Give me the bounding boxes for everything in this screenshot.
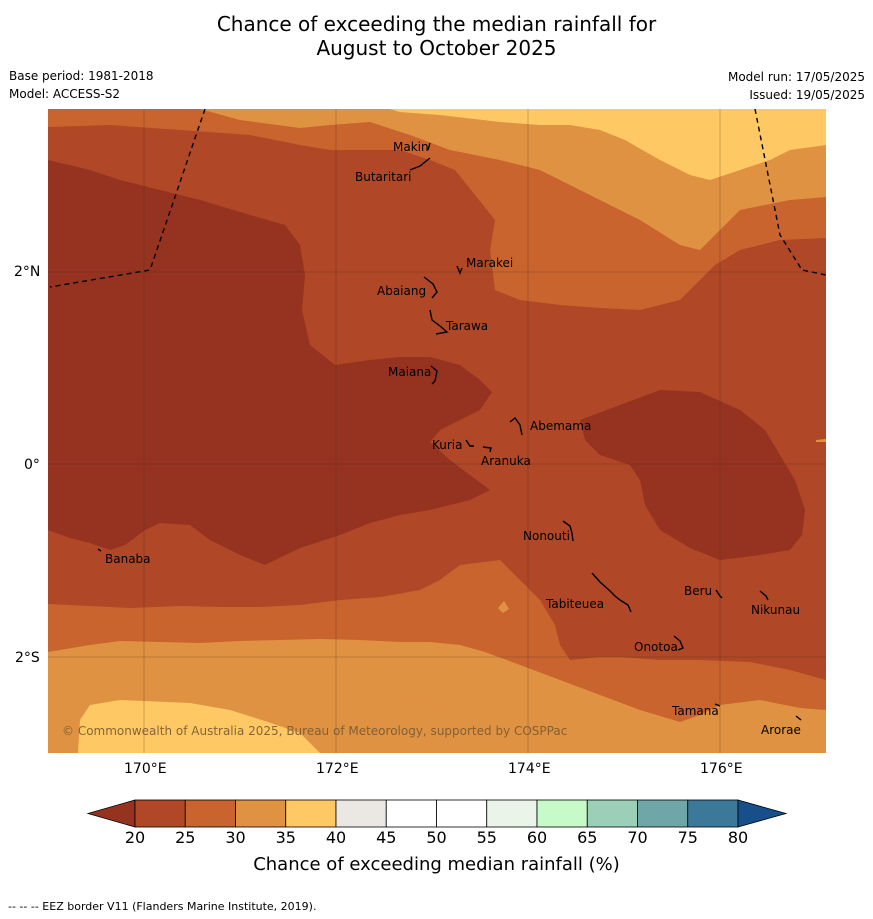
place-marakei: Marakei (466, 256, 514, 270)
place-makin: Makin (393, 140, 429, 154)
island-outlines (97, 142, 802, 721)
chart-title: Chance of exceeding the median rainfall … (0, 12, 873, 60)
place-tabiteuea: Tabiteuea (546, 597, 605, 611)
place-aranuka: Aranuka (481, 454, 531, 468)
title-line-1: Chance of exceeding the median rainfall … (216, 12, 657, 36)
lon-label-172e: 172°E (316, 761, 359, 777)
place-beru: Beru (684, 584, 713, 598)
colorbar-tick-label: 70 (627, 828, 648, 847)
eez-footer-note: -- -- -- EEZ border V11 (Flanders Marine… (8, 900, 317, 913)
place-tarawa: Tarawa (446, 319, 489, 333)
region-30-35-pocket (395, 698, 540, 753)
place-nikunau: Nikunau (751, 603, 801, 617)
lon-label-170e: 170°E (124, 761, 167, 777)
place-abaiang: Abaiang (377, 284, 427, 298)
lon-label-174e: 174°E (508, 761, 551, 777)
place-tamana: Tamana (672, 704, 719, 718)
region-lt20-east (580, 390, 805, 560)
colorbar-tick-label: 35 (275, 828, 296, 847)
colorbar-tick-label: 80 (727, 828, 749, 847)
region-30-35-dot (498, 601, 509, 613)
colorbar-swatch (184, 799, 236, 828)
colorbar-swatch (586, 799, 638, 828)
colorbar (86, 799, 788, 828)
place-maiana: Maiana (388, 365, 432, 379)
colorbar-swatch (687, 799, 739, 828)
place-abemama: Abemama (530, 419, 592, 433)
lat-label-2n: 2°N (14, 264, 41, 280)
place-banaba: Banaba (105, 552, 151, 566)
place-arorae: Arorae (761, 723, 801, 737)
model-name: Model: ACCESS-S2 (9, 87, 121, 101)
region-lt20-west (48, 160, 492, 565)
colorbar-under-arrow (86, 799, 136, 828)
colorbar-tick-label: 65 (577, 828, 598, 847)
colorbar-swatch (637, 799, 689, 828)
colorbar-swatch (285, 799, 337, 828)
title-line-2: August to October 2025 (316, 36, 557, 60)
colorbar-swatch (335, 799, 387, 828)
colorbar-swatch (536, 799, 588, 828)
colorbar-swatch (385, 799, 437, 828)
copyright-notice: © Commonwealth of Australia 2025, Bureau… (62, 724, 568, 738)
issued-date: Issued: 19/05/2025 (749, 88, 865, 102)
colorbar-tick-label: 20 (124, 828, 146, 847)
region-35-40-south (78, 700, 320, 753)
colorbar-tick-label: 25 (175, 828, 196, 847)
colorbar-tick-label: 50 (426, 828, 447, 847)
colorbar-tick-label: 75 (677, 828, 698, 847)
lon-label-176e: 176°E (700, 761, 743, 777)
colorbar-tick-label: 30 (225, 828, 246, 847)
place-kuria: Kuria (432, 438, 463, 452)
colorbar-tick-label: 55 (476, 828, 497, 847)
colorbar-tick-label: 45 (376, 828, 397, 847)
model-run-date: Model run: 17/05/2025 (727, 70, 865, 84)
place-onotoa: Onotoa (634, 640, 678, 654)
colorbar-swatch (235, 799, 287, 828)
place-butaritari: Butaritari (355, 170, 412, 184)
place-nonouti: Nonouti (523, 529, 570, 543)
colorbar-over-arrow (737, 799, 788, 828)
colorbar-swatch (486, 799, 538, 828)
eez-border (49, 109, 826, 288)
graticule (48, 109, 826, 753)
region-30-35-sliver (816, 439, 826, 442)
region-35-40-north (390, 109, 826, 180)
lat-label-2s: 2°S (15, 650, 40, 666)
colorbar-label: Chance of exceeding median rainfall (%) (253, 854, 620, 875)
colorbar-tick-label: 60 (526, 828, 548, 847)
base-period: Base period: 1981-2018 (9, 69, 154, 83)
colorbar-swatch (134, 799, 186, 828)
lat-label-0: 0° (24, 457, 40, 473)
colorbar-tick-label: 40 (325, 828, 347, 847)
colorbar-swatch (436, 799, 488, 828)
